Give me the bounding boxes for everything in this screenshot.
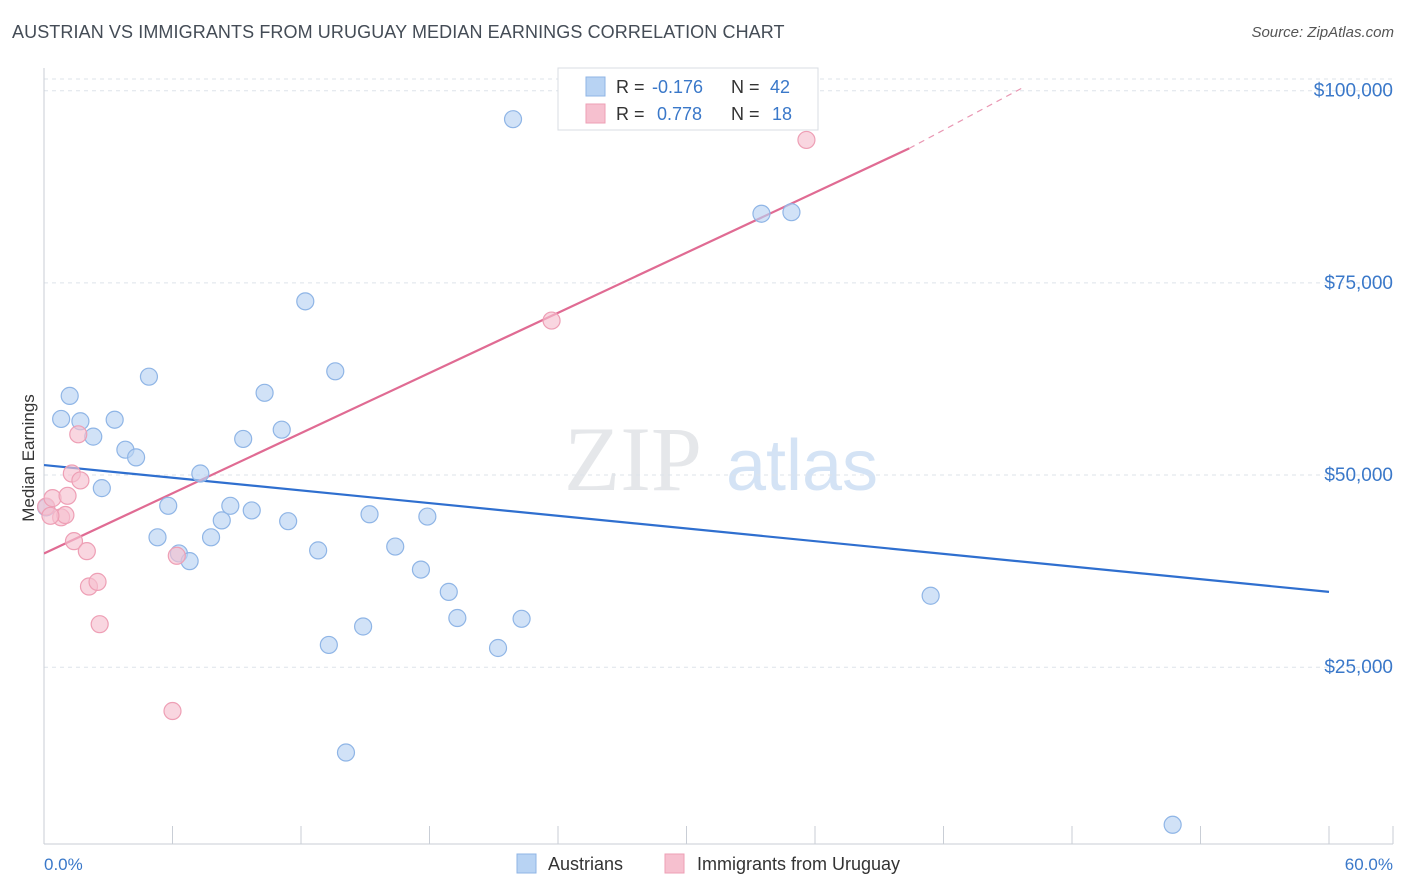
legend-swatch-uruguay — [664, 853, 685, 874]
point-uruguay — [542, 311, 561, 330]
point-austrians — [386, 537, 405, 556]
point-austrians — [191, 464, 210, 483]
stats-n-label-2: N = — [731, 104, 760, 124]
point-austrians — [212, 511, 231, 530]
point-austrians — [272, 420, 291, 439]
x-tick-label-max: 60.0% — [1345, 855, 1393, 874]
stats-swatch-uruguay — [585, 103, 606, 124]
series-legend: Austrians Immigrants from Uruguay — [516, 853, 900, 874]
point-austrians — [60, 386, 79, 405]
point-austrians — [242, 501, 261, 520]
stats-r-value-1: -0.176 — [652, 77, 703, 97]
point-austrians — [439, 582, 458, 601]
axes — [43, 68, 1394, 845]
stats-r-value-2: 0.778 — [657, 104, 702, 124]
point-uruguay — [163, 701, 182, 721]
stats-r-label-2: R = — [616, 104, 645, 124]
point-austrians — [1163, 815, 1182, 834]
point-austrians — [448, 608, 467, 628]
point-austrians — [921, 586, 940, 605]
point-austrians — [92, 479, 111, 498]
data-points — [37, 110, 1182, 834]
point-austrians — [52, 409, 71, 429]
trend-lines — [44, 87, 1330, 593]
source-credit: Source: ZipAtlas.com — [1251, 24, 1394, 41]
stats-n-value-1: 42 — [770, 77, 790, 97]
y-tick-label: $75,000 — [1324, 273, 1393, 294]
y-tick-label: $25,000 — [1324, 657, 1393, 678]
point-austrians — [309, 541, 328, 560]
point-austrians — [255, 383, 274, 402]
stats-swatch-austrians — [585, 76, 606, 97]
point-uruguay — [64, 532, 84, 551]
point-austrians — [148, 528, 167, 547]
point-austrians — [354, 617, 373, 636]
legend-label-uruguay: Immigrants from Uruguay — [697, 854, 900, 874]
y-tick-labels: $25,000 $50,000 $75,000 $100,000 — [1314, 81, 1393, 678]
point-uruguay — [167, 546, 186, 565]
point-austrians — [221, 496, 240, 515]
point-uruguay — [41, 506, 60, 525]
trend-line-austrians — [44, 463, 1330, 593]
stats-n-value-2: 18 — [772, 104, 792, 124]
point-austrians — [336, 743, 356, 762]
x-tick-label-min: 0.0% — [44, 855, 83, 874]
point-austrians — [411, 560, 431, 579]
point-austrians — [782, 203, 801, 222]
point-austrians — [326, 362, 345, 381]
point-austrians — [319, 635, 338, 655]
legend-label-austrians: Austrians — [548, 854, 623, 874]
point-uruguay — [77, 542, 96, 561]
point-uruguay — [797, 130, 816, 150]
point-austrians — [234, 429, 253, 449]
stats-legend: R = -0.176 N = 42 R = 0.778 N = 18 — [557, 67, 819, 131]
point-uruguay — [90, 615, 109, 634]
chart-title: AUSTRIAN VS IMMIGRANTS FROM URUGUAY MEDI… — [12, 22, 785, 42]
watermark-zip: ZIP — [564, 408, 702, 510]
point-austrians — [503, 110, 523, 129]
point-austrians — [752, 204, 771, 223]
point-austrians — [139, 367, 159, 386]
legend-swatch-austrians — [516, 853, 537, 874]
y-tick-label: $50,000 — [1324, 465, 1393, 486]
point-austrians — [201, 528, 221, 547]
stats-n-label-1: N = — [731, 77, 760, 97]
point-uruguay — [43, 489, 62, 508]
watermark-atlas: atlas — [726, 426, 878, 506]
point-uruguay — [88, 572, 107, 591]
point-austrians — [488, 638, 508, 658]
point-uruguay — [71, 471, 90, 490]
stats-r-label-1: R = — [616, 77, 645, 97]
point-austrians — [296, 292, 315, 311]
point-uruguay — [58, 486, 77, 505]
y-tick-label: $100,000 — [1314, 81, 1393, 102]
point-austrians — [84, 427, 103, 446]
point-austrians — [512, 609, 531, 628]
point-austrians — [418, 507, 437, 526]
point-austrians — [159, 496, 178, 515]
point-uruguay — [69, 425, 88, 444]
point-austrians — [105, 410, 124, 429]
point-austrians — [126, 448, 146, 467]
point-austrians — [360, 505, 379, 524]
y-axis-title: Median Earnings — [19, 394, 38, 522]
point-austrians — [279, 512, 298, 531]
trend-line-uruguay-extension — [908, 87, 1024, 149]
